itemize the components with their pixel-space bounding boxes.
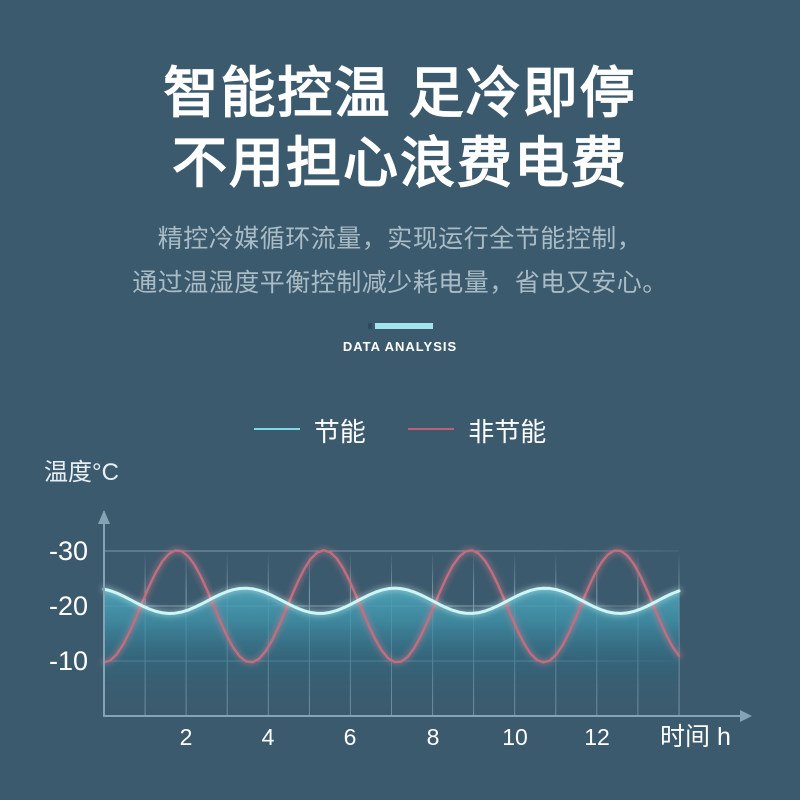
svg-text:4: 4 <box>262 724 275 750</box>
svg-text:-20: -20 <box>49 591 88 621</box>
svg-text:8: 8 <box>427 724 440 750</box>
svg-text:时间 h: 时间 h <box>660 723 731 751</box>
svg-text:-10: -10 <box>49 646 88 676</box>
svg-text:10: 10 <box>502 724 528 750</box>
svg-text:12: 12 <box>584 724 610 750</box>
svg-text:-30: -30 <box>49 536 88 566</box>
svg-text:6: 6 <box>344 724 357 750</box>
svg-text:2: 2 <box>180 724 193 750</box>
